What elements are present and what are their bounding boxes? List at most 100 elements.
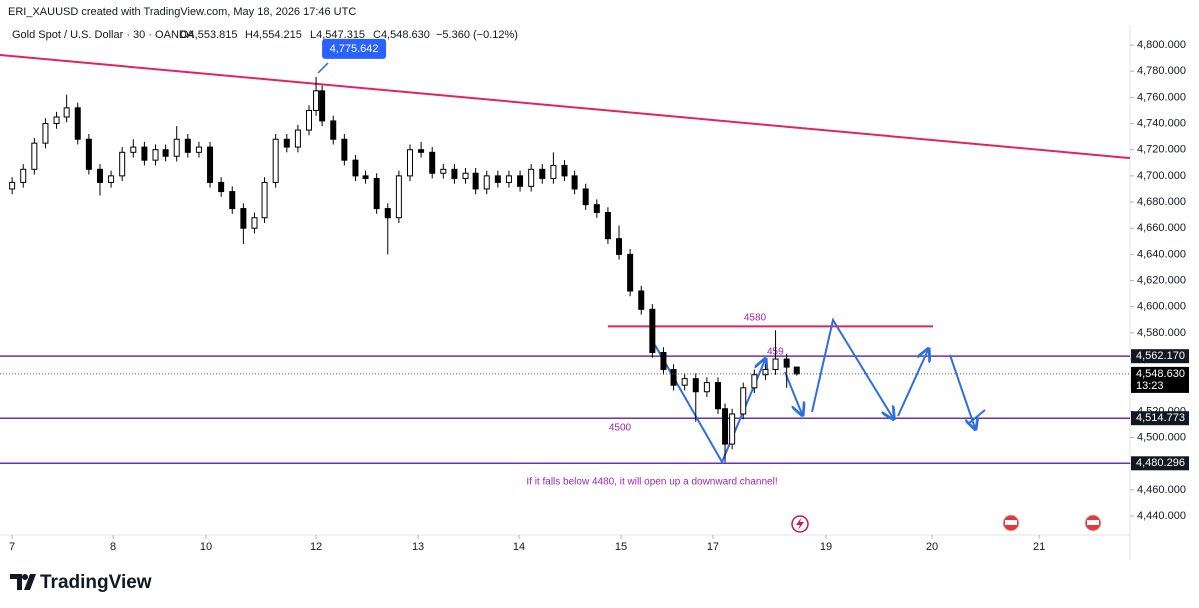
candle-body <box>119 151 126 177</box>
candle-body <box>762 368 769 376</box>
candle-body <box>373 177 380 210</box>
candle-body <box>703 382 710 393</box>
high-box <box>322 38 387 59</box>
candle-body <box>207 146 214 183</box>
candle-body <box>330 120 337 140</box>
candle-body <box>272 138 279 183</box>
candle-body <box>240 208 247 229</box>
candle-body <box>494 175 501 183</box>
candle-body <box>63 107 70 118</box>
candle-body <box>352 159 359 177</box>
open-text: O4,553.815 <box>180 29 238 41</box>
level-label: 4,562.170 <box>1136 350 1185 362</box>
y-tick-label: 4,620.000 <box>1137 274 1186 286</box>
candle-body <box>429 151 436 174</box>
candle-body <box>483 175 490 190</box>
candle-body <box>20 168 27 183</box>
level-label: 4,480.296 <box>1136 457 1185 469</box>
candle-body <box>31 142 38 170</box>
candle-body <box>341 138 348 161</box>
candle-body <box>472 172 479 190</box>
candle-body <box>162 149 169 157</box>
forecast-arrows <box>654 317 986 465</box>
y-tick-label: 4,760.000 <box>1137 91 1186 103</box>
candle-body <box>593 204 600 214</box>
candle-body <box>395 175 402 219</box>
x-tick-label: 14 <box>513 541 525 553</box>
high-label: 4,775.642 <box>330 43 379 55</box>
high-text: H4,554.215 <box>245 29 302 41</box>
x-tick-label: 17 <box>707 541 719 553</box>
brand-logo <box>10 574 36 590</box>
change-text: −5.360 (−0.12%) <box>436 29 518 41</box>
candle-body <box>729 413 736 445</box>
x-tick-label: 7 <box>9 541 15 553</box>
candle-body <box>451 168 458 179</box>
candle-body <box>604 212 611 240</box>
y-tick-label: 4,600.000 <box>1137 301 1186 313</box>
candle-body <box>294 129 301 148</box>
candle-body <box>616 238 623 255</box>
y-tick-label: 4,440.000 <box>1137 510 1186 522</box>
countdown: 13:23 <box>1136 380 1164 392</box>
candle-body <box>722 408 729 445</box>
y-tick-label: 4,740.000 <box>1137 117 1186 129</box>
candle-body <box>306 109 313 131</box>
last-price-label: 4,548.630 <box>1136 368 1185 380</box>
candle-body <box>670 368 677 386</box>
candle-body <box>42 123 49 144</box>
y-tick-label: 4,460.000 <box>1137 484 1186 496</box>
x-tick-label: 8 <box>110 541 116 553</box>
candle-body <box>141 146 148 161</box>
y-tick-label: 4,800.000 <box>1137 39 1186 51</box>
candle-body <box>313 90 320 111</box>
low-text: L4,547.315 <box>310 29 365 41</box>
candle-body <box>218 181 225 193</box>
candle-body <box>384 208 391 219</box>
candle-body <box>418 149 425 153</box>
candle-body <box>74 107 81 140</box>
candle-body <box>714 382 721 410</box>
candle-body <box>261 181 268 219</box>
x-tick-label: 21 <box>1033 541 1045 553</box>
candle-body <box>108 175 115 183</box>
candle-body <box>692 378 699 393</box>
candle-body <box>462 172 469 179</box>
brand: TradingView <box>40 572 152 593</box>
candle-body <box>96 168 103 183</box>
candle-body <box>571 175 578 190</box>
x-tick-label: 10 <box>200 541 212 553</box>
x-tick-label: 15 <box>615 541 627 553</box>
candle-body <box>783 358 790 368</box>
trendline <box>0 53 1131 160</box>
chart-title: Gold Spot / U.S. Dollar · 30 · OANDA <box>12 29 195 41</box>
y-tick-label: 4,580.000 <box>1137 327 1186 339</box>
candle-body <box>283 138 290 148</box>
y-tick-label: 4,660.000 <box>1137 222 1186 234</box>
y-tick-label: 4,700.000 <box>1137 170 1186 182</box>
close-text: C4,548.630 <box>373 29 430 41</box>
candle-body <box>173 138 180 157</box>
candle-body <box>638 290 645 310</box>
candle-body <box>793 366 800 375</box>
candle-body <box>184 138 191 153</box>
candle-body <box>660 351 667 370</box>
candle-body <box>772 358 779 370</box>
y-tick-label: 4,780.000 <box>1137 65 1186 77</box>
level-box <box>1131 411 1189 426</box>
event-icons <box>791 514 1102 533</box>
candle-body <box>505 175 512 183</box>
candle-body <box>440 168 447 174</box>
candle-body <box>550 164 557 179</box>
candle-body <box>53 116 60 125</box>
candle-body <box>528 168 535 187</box>
candle-body <box>751 374 758 389</box>
y-tick-label: 4,720.000 <box>1137 144 1186 156</box>
candle-body <box>681 378 688 386</box>
candle-body <box>561 164 568 177</box>
annotation: If it falls below 4480, it will open up … <box>526 477 777 488</box>
last-price-box <box>1131 366 1189 393</box>
candle-body <box>582 188 589 206</box>
candle-body <box>517 175 524 187</box>
